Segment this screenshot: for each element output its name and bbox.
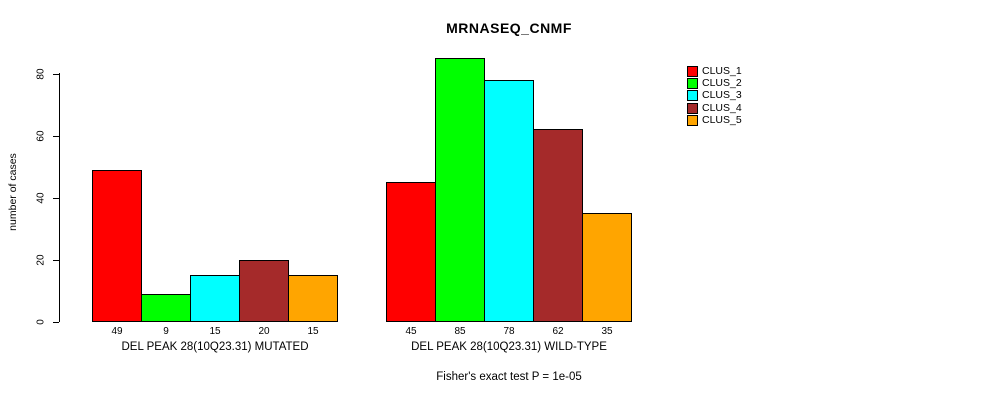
bar-clus_5-group1 bbox=[288, 275, 338, 322]
legend-swatch-clus_5 bbox=[687, 115, 698, 126]
bar-clus_4-group2 bbox=[533, 129, 583, 322]
y-tick-label: 80 bbox=[35, 68, 47, 80]
chart-title: MRNASEQ_CNMF bbox=[446, 20, 572, 36]
legend-swatch-clus_4 bbox=[687, 103, 698, 114]
bar-value-label: 78 bbox=[503, 326, 515, 337]
y-tick-label: 40 bbox=[35, 192, 47, 204]
y-axis-line bbox=[59, 73, 60, 322]
bar-value-label: 15 bbox=[307, 326, 319, 337]
y-tick-mark bbox=[53, 260, 59, 261]
legend-label-clus_4: CLUS_4 bbox=[702, 102, 742, 114]
bar-value-label: 49 bbox=[111, 326, 123, 337]
legend-swatch-clus_1 bbox=[687, 66, 698, 77]
bar-clus_5-group2 bbox=[582, 213, 632, 322]
bar-value-label: 9 bbox=[163, 326, 169, 337]
y-tick-label: 60 bbox=[35, 130, 47, 142]
bar-value-label: 35 bbox=[601, 326, 613, 337]
bar-value-label: 20 bbox=[258, 326, 270, 337]
bar-clus_3-group1 bbox=[190, 275, 240, 322]
bar-clus_1-group2 bbox=[386, 182, 436, 322]
y-tick-mark bbox=[53, 322, 59, 323]
legend-label-clus_3: CLUS_3 bbox=[702, 89, 742, 101]
legend-swatch-clus_3 bbox=[687, 90, 698, 101]
y-tick-label: 0 bbox=[35, 319, 47, 325]
bar-clus_2-group2 bbox=[435, 58, 485, 322]
bar-clus_4-group1 bbox=[239, 260, 289, 322]
y-axis-title: number of cases bbox=[7, 153, 19, 231]
legend-label-clus_2: CLUS_2 bbox=[702, 77, 742, 89]
bar-value-label: 85 bbox=[454, 326, 466, 337]
y-tick-label: 20 bbox=[35, 254, 47, 266]
y-tick-mark bbox=[53, 74, 59, 75]
group-label-2: DEL PEAK 28(10Q23.31) WILD-TYPE bbox=[411, 341, 607, 353]
group-label-1: DEL PEAK 28(10Q23.31) MUTATED bbox=[121, 341, 309, 353]
legend-label-clus_1: CLUS_1 bbox=[702, 65, 742, 77]
bar-value-label: 15 bbox=[209, 326, 221, 337]
y-tick-mark bbox=[53, 136, 59, 137]
legend-label-clus_5: CLUS_5 bbox=[702, 114, 742, 126]
caption-fishers-test: Fisher's exact test P = 1e-05 bbox=[436, 371, 582, 383]
bar-clus_2-group1 bbox=[141, 294, 191, 322]
legend-swatch-clus_2 bbox=[687, 78, 698, 89]
bar-clus_1-group1 bbox=[92, 170, 142, 322]
y-tick-mark bbox=[53, 198, 59, 199]
bar-value-label: 45 bbox=[405, 326, 417, 337]
bar-clus_3-group2 bbox=[484, 80, 534, 322]
bar-value-label: 62 bbox=[552, 326, 564, 337]
